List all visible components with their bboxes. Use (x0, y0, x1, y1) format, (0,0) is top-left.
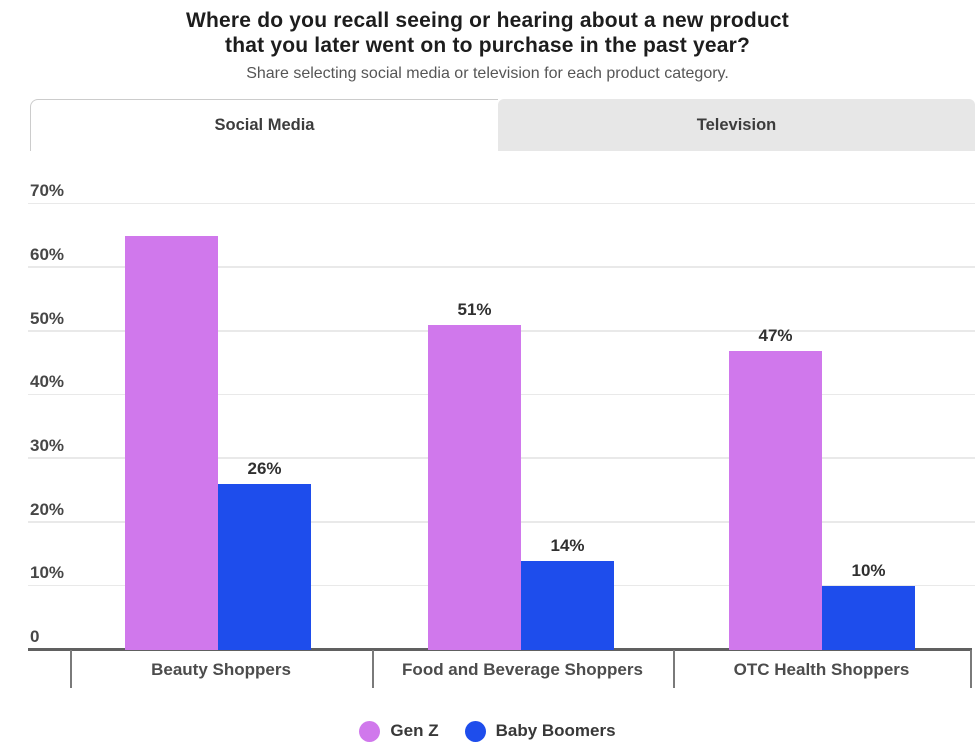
axis-tick-3 (970, 650, 972, 688)
legend-item-baby-boomers: Baby Boomers (464, 720, 616, 742)
y-axis-label-50: 50% (30, 308, 65, 328)
bar-gen-z-0 (125, 235, 218, 650)
bar-baby-boomers-0 (218, 484, 311, 650)
bar-gen-z-1 (428, 325, 521, 650)
chart-title-line2: that you later went on to purchase in th… (225, 34, 750, 57)
bar-value-label-baby-boomers-0: 26% (247, 459, 282, 479)
legend-swatch-baby-boomers (464, 720, 486, 742)
legend-label-gen-z: Gen Z (390, 721, 439, 740)
y-axis-label-30: 30% (30, 435, 65, 455)
x-axis: Beauty Shoppers Food and Beverage Shopper… (28, 650, 975, 698)
tab-bar: Social Media Television (30, 99, 975, 151)
bar-baby-boomers-2 (822, 586, 915, 650)
legend-item-gen-z: Gen Z (359, 720, 439, 742)
y-axis-label-60: 60% (30, 244, 65, 264)
chart-title-line1: Where do you recall seeing or hearing ab… (186, 9, 789, 32)
y-axis-label-20: 20% (30, 499, 65, 519)
plot-area: 70% 60% 50% 40% 30% 20% 10% 0 51% 47% 26% 14% 10% (28, 160, 975, 651)
gridline-60 (28, 266, 975, 268)
category-label-0: Beauty Shoppers (151, 660, 291, 679)
axis-tick-2 (673, 650, 675, 688)
y-axis-label-40: 40% (30, 372, 65, 392)
bar-gen-z-2 (729, 350, 822, 650)
y-axis-label-10: 10% (30, 563, 65, 583)
legend-swatch-gen-z (359, 720, 381, 742)
tab-television[interactable]: Television (498, 99, 975, 151)
tab-social-media[interactable]: Social Media (30, 99, 498, 151)
category-label-1: Food and Beverage Shoppers (402, 660, 643, 679)
axis-tick-1 (372, 650, 374, 688)
legend: Gen Z Baby Boomers (0, 716, 975, 746)
axis-tick-0 (70, 650, 72, 688)
y-axis-label-0: 0 (30, 627, 40, 646)
bar-value-label-baby-boomers-2: 10% (851, 561, 886, 581)
bar-baby-boomers-1 (521, 560, 614, 650)
category-label-2: OTC Health Shoppers (733, 660, 910, 679)
y-axis-label-70: 70% (30, 181, 65, 201)
bar-value-label-baby-boomers-1: 14% (550, 535, 585, 555)
chart-header: Where do you recall seeing or hearing ab… (0, 8, 975, 83)
chart-title: Where do you recall seeing or hearing ab… (0, 8, 975, 58)
bar-value-label-gen-z-1: 51% (457, 300, 492, 320)
gridline-70 (28, 202, 975, 205)
bar-value-label-gen-z-2: 47% (758, 325, 793, 345)
chart-subtitle: Share selecting social media or televisi… (246, 65, 729, 82)
legend-label-baby-boomers: Baby Boomers (495, 721, 616, 740)
